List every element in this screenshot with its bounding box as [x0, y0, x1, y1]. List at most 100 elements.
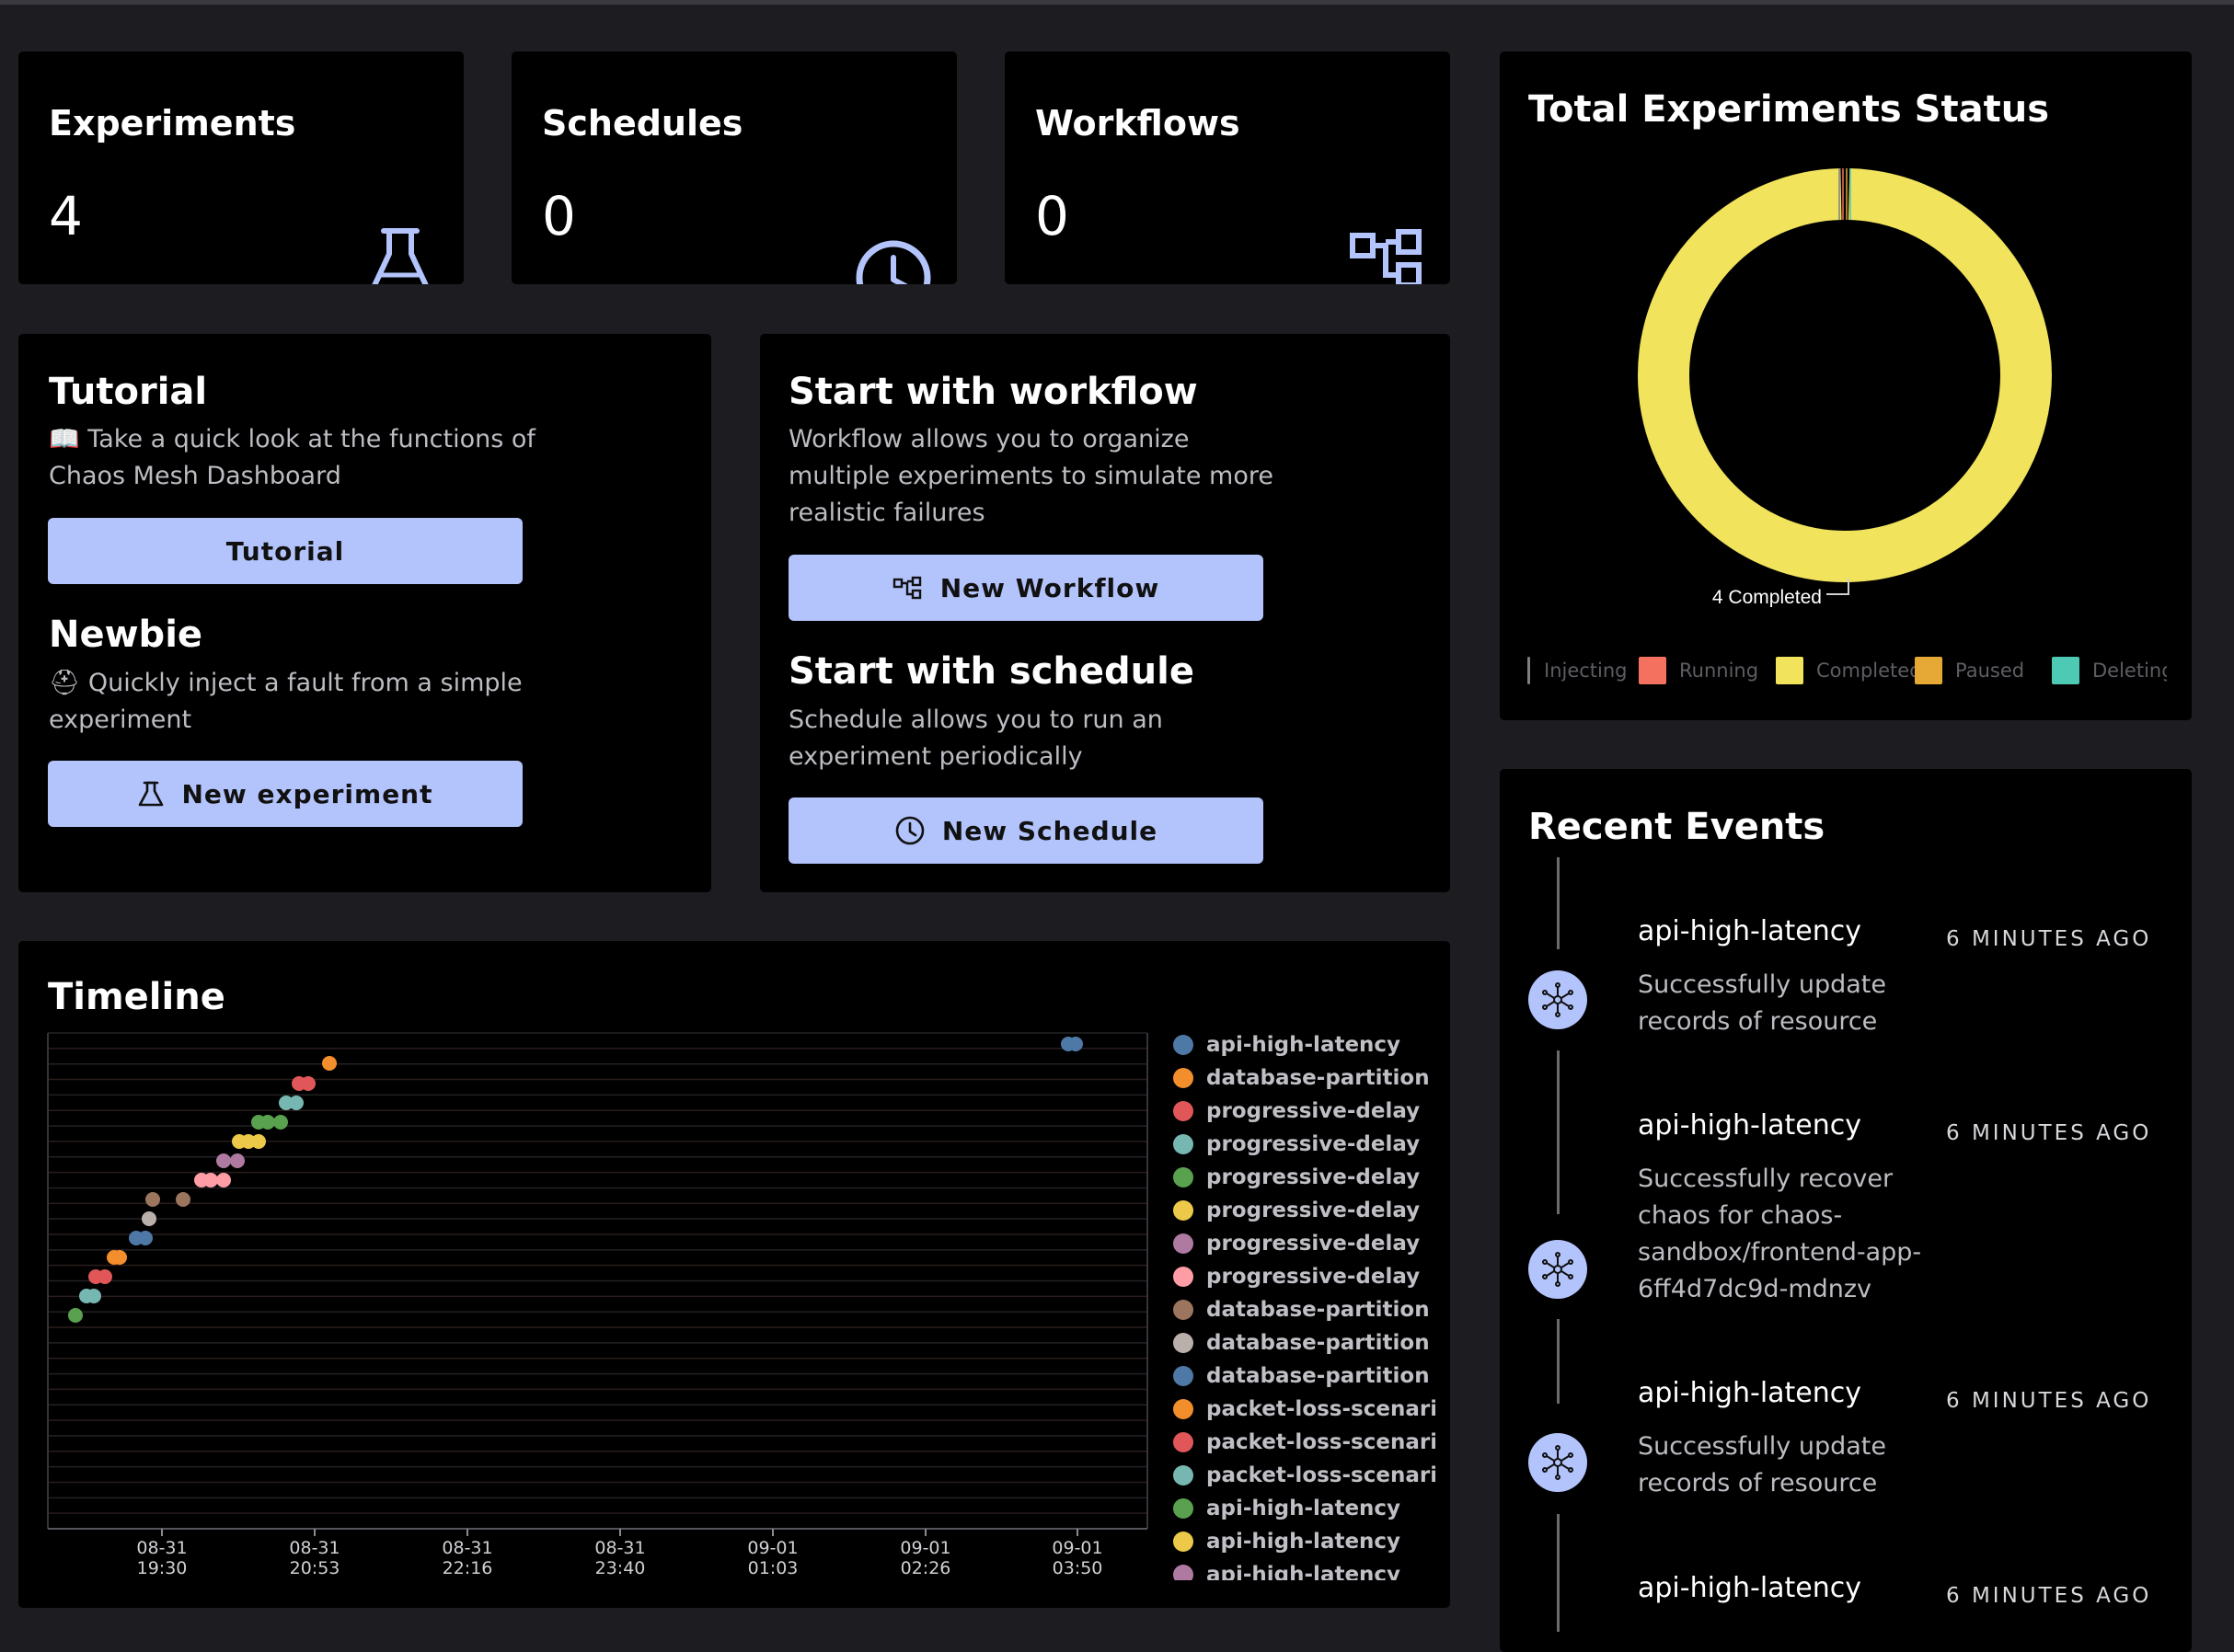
- legend-dot: [1173, 1399, 1193, 1419]
- workflows-card[interactable]: Workflows 0: [1005, 52, 1450, 284]
- tutorial-title: Tutorial: [49, 371, 208, 413]
- completed-annotation: 4 Completed: [1712, 587, 1822, 607]
- donut-slice-completed[interactable]: [1638, 168, 2052, 582]
- timeline-event-dot[interactable]: [68, 1308, 83, 1323]
- timeline-legend-item[interactable]: database-partition: [1173, 1359, 1430, 1393]
- event-icon: [1528, 970, 1587, 1029]
- timeline-event-dot[interactable]: [289, 1096, 304, 1110]
- timeline-legend-clip: api-high-latency database-partition progre…: [1159, 1028, 1435, 1580]
- timeline-event-dot[interactable]: [216, 1173, 231, 1187]
- newbie-title: Newbie: [49, 614, 203, 656]
- new-experiment-button[interactable]: New experiment: [48, 761, 523, 827]
- timeline-legend-item[interactable]: api-high-latency: [1173, 1492, 1400, 1525]
- experiments-title: Experiments: [49, 103, 296, 143]
- timeline-legend-item[interactable]: progressive-delay: [1173, 1194, 1420, 1227]
- timeline-legend-item[interactable]: api-high-latency: [1173, 1028, 1400, 1061]
- new-workflow-button[interactable]: New Workflow: [789, 555, 1263, 621]
- timeline-connector: [1557, 1050, 1560, 1214]
- flask-icon: [372, 228, 429, 284]
- timeline-event-dot[interactable]: [138, 1231, 153, 1245]
- timeline-event-dot[interactable]: [98, 1269, 112, 1284]
- timeline-event-dot[interactable]: [241, 1134, 256, 1149]
- legend-dot: [1173, 1134, 1193, 1154]
- clock-icon: [856, 240, 931, 284]
- event-icon: [1528, 1240, 1587, 1299]
- timeline-legend-item[interactable]: database-partition: [1173, 1061, 1430, 1095]
- timeline-event-dot[interactable]: [273, 1115, 288, 1130]
- timeline-event-dot[interactable]: [145, 1192, 160, 1207]
- timeline-legend-item[interactable]: api-high-latency: [1173, 1525, 1400, 1558]
- timeline-legend-item[interactable]: packet-loss-scenario: [1173, 1459, 1435, 1492]
- timeline-title: Timeline: [48, 976, 225, 1018]
- timeline-event-dot[interactable]: [301, 1076, 316, 1091]
- event-time: 6 MINUTES AGO: [1946, 1121, 2152, 1145]
- timeline-legend-item[interactable]: progressive-delay: [1173, 1260, 1420, 1293]
- event-name[interactable]: api-high-latency: [1638, 915, 1862, 947]
- timeline-legend-item[interactable]: progressive-delay: [1173, 1095, 1420, 1128]
- legend-label: api-high-latency: [1206, 1497, 1401, 1520]
- timeline-legend-item[interactable]: packet-loss-scenario: [1173, 1393, 1435, 1426]
- timeline-tick-label: 08-31 22:16: [442, 1538, 493, 1578]
- legend-dot: [1173, 1498, 1193, 1519]
- schedules-count: 0: [542, 185, 576, 247]
- timeline-legend-item[interactable]: progressive-delay: [1173, 1161, 1420, 1194]
- timeline-tick-label: 08-31 20:53: [289, 1538, 340, 1578]
- experiments-card[interactable]: Experiments 4: [18, 52, 464, 284]
- timeline-event-dot[interactable]: [1068, 1037, 1083, 1051]
- new-schedule-label: New Schedule: [941, 815, 1158, 846]
- timeline-tick-label: 09-01 03:50: [1052, 1538, 1103, 1578]
- legend-label: api-high-latency: [1206, 1530, 1401, 1554]
- timeline-event-dot[interactable]: [279, 1096, 294, 1110]
- workflow-icon: [1350, 229, 1422, 284]
- legend-label: packet-loss-scenario: [1206, 1463, 1435, 1487]
- timeline-event-dot[interactable]: [216, 1153, 231, 1168]
- legend-dot: [1173, 1565, 1193, 1580]
- tutorial-button[interactable]: Tutorial: [48, 518, 523, 584]
- timeline-event-dot[interactable]: [203, 1173, 218, 1187]
- schedules-title: Schedules: [542, 103, 743, 143]
- timeline-legend-item[interactable]: packet-loss-scenario: [1173, 1426, 1435, 1459]
- timeline-event-dot[interactable]: [322, 1056, 337, 1071]
- timeline-event-dot[interactable]: [260, 1115, 275, 1130]
- network-icon: [1542, 982, 1573, 1017]
- legend-label: api-high-latency: [1206, 1033, 1401, 1057]
- status-title: Total Experiments Status: [1528, 88, 2049, 131]
- schedules-card[interactable]: Schedules 0: [512, 52, 957, 284]
- legend-label: progressive-delay: [1206, 1199, 1421, 1222]
- legend-injecting-label: Injecting: [1544, 660, 1628, 682]
- event-message: Successfully update records of resource: [1638, 970, 1886, 1036]
- event-name[interactable]: api-high-latency: [1638, 1377, 1862, 1409]
- timeline-legend-item[interactable]: database-partition: [1173, 1293, 1430, 1326]
- legend-running[interactable]: Running: [1639, 655, 1758, 686]
- timeline-legend-item[interactable]: api-high-latency: [1173, 1558, 1400, 1580]
- new-workflow-label: New Workflow: [939, 572, 1160, 603]
- network-icon: [1542, 1252, 1573, 1287]
- timeline-event-dot[interactable]: [112, 1250, 127, 1265]
- timeline-event-dot[interactable]: [142, 1211, 156, 1226]
- legend-completed[interactable]: Completed: [1776, 655, 1922, 686]
- legend-deleting-label: Deleting: [2092, 660, 2167, 682]
- timeline-legend-item[interactable]: database-partition: [1173, 1326, 1430, 1359]
- legend-deleting[interactable]: Deleting: [2052, 655, 2167, 686]
- timeline-event-dot[interactable]: [251, 1134, 266, 1149]
- event-name[interactable]: api-high-latency: [1638, 1572, 1862, 1604]
- timeline-event-dot[interactable]: [86, 1289, 101, 1303]
- timeline-legend-item[interactable]: progressive-delay: [1173, 1227, 1420, 1260]
- timeline-legend-item[interactable]: progressive-delay: [1173, 1128, 1420, 1161]
- legend-paused[interactable]: Paused: [1915, 655, 2024, 686]
- completed-label-leader: [1826, 579, 1849, 595]
- legend-dot: [1173, 1300, 1193, 1320]
- clock-icon: [895, 816, 925, 845]
- new-schedule-button[interactable]: New Schedule: [789, 797, 1263, 864]
- legend-label: database-partition: [1206, 1298, 1430, 1322]
- workflow-description: Workflow allows you to organize multiple…: [789, 425, 1274, 527]
- timeline-event-dot[interactable]: [230, 1153, 245, 1168]
- timeline-event-dot[interactable]: [176, 1192, 190, 1207]
- event-time: 6 MINUTES AGO: [1946, 1584, 2152, 1608]
- event-icon: [1528, 1433, 1587, 1492]
- legend-label: progressive-delay: [1206, 1265, 1421, 1289]
- workflows-count: 0: [1035, 185, 1069, 247]
- timeline-connector: [1557, 1514, 1560, 1632]
- event-name[interactable]: api-high-latency: [1638, 1109, 1862, 1141]
- legend-injecting[interactable]: Injecting: [1527, 655, 1628, 686]
